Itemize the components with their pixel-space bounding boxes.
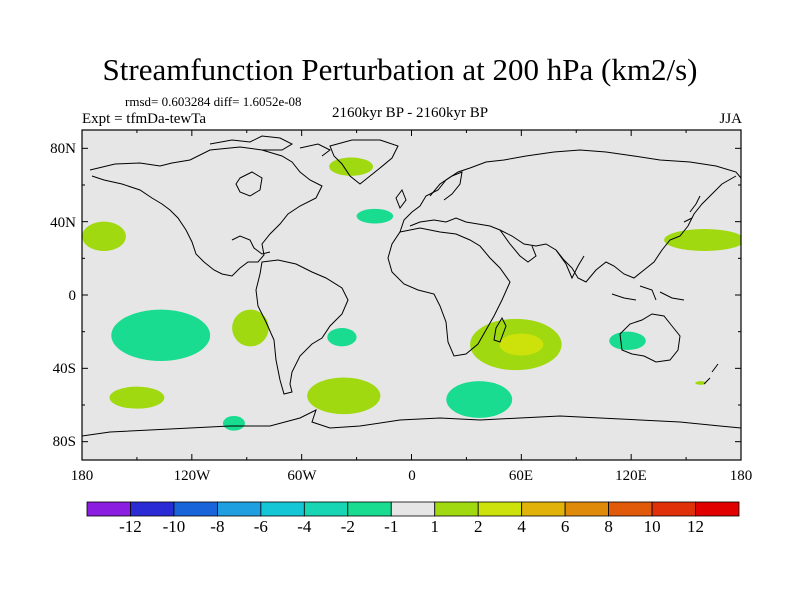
coast-scandinavia	[429, 171, 463, 201]
coast-east-asia	[409, 175, 737, 283]
anomaly-south-pacific-low	[109, 386, 165, 409]
colorbar-swatch	[521, 501, 566, 517]
colorbar-label: -12	[119, 517, 142, 536]
colorbar-swatch	[260, 501, 305, 517]
anomaly-antarctic-pacific	[222, 416, 245, 431]
lon-label-120w: 120W	[173, 468, 211, 484]
lon-label-0: 0	[408, 468, 416, 484]
colorbar-swatch	[434, 501, 479, 517]
season-label: JJA	[719, 111, 742, 127]
colorbar-label: 2	[473, 517, 483, 536]
lat-label-eq: 0	[68, 288, 77, 304]
coast-new-zealand	[703, 363, 719, 385]
colorbar-swatch	[173, 501, 218, 517]
colorbar-label: 4	[517, 517, 526, 536]
coast-madagascar	[493, 316, 507, 343]
anomaly-madagascar-core	[499, 333, 544, 356]
coast-south-america	[255, 259, 349, 395]
lon-label-60w: 60W	[287, 468, 317, 484]
anomaly-tasman	[695, 381, 707, 385]
colorbar-label: -4	[297, 517, 312, 536]
anomaly-layer	[82, 157, 741, 431]
anomaly-greenland	[329, 157, 374, 176]
anomaly-south-pacific	[111, 309, 211, 362]
anomaly-north-atlantic	[356, 208, 394, 224]
lon-label-180w: 180	[70, 468, 94, 484]
colorbar-swatch	[608, 501, 653, 517]
colorbar-swatch	[216, 501, 262, 517]
lat-label-40n: 40N	[50, 215, 76, 231]
coast-japan	[683, 195, 701, 223]
coast-africa	[387, 227, 511, 357]
coast-hudson-bay	[235, 171, 263, 197]
anomaly-south-america-west	[232, 309, 269, 347]
colorbar-label: 6	[560, 517, 570, 536]
colorbar-label: -8	[210, 517, 225, 536]
lat-label-80s: 80S	[52, 434, 76, 450]
coast-eurasia	[399, 149, 741, 233]
colorbar-label: -6	[253, 517, 268, 536]
anomaly-south-atlantic	[327, 328, 357, 347]
period-label: 2160kyr BP - 2160kyr BP	[331, 105, 489, 121]
colorbar-label: -2	[340, 517, 355, 536]
anomaly-north-pacific-west	[82, 221, 126, 251]
colorbar-swatch	[477, 501, 523, 517]
coast-antarctica	[82, 409, 741, 437]
colorbar-label: -1	[384, 517, 399, 536]
colorbar-label: 12	[687, 517, 705, 536]
experiment-label: Expt = tfmDa-tewTa	[82, 111, 207, 127]
coast-indonesia	[611, 285, 685, 301]
coast-uk	[395, 188, 407, 210]
anomaly-southern-ocean-west	[307, 377, 381, 415]
coast-greenland	[329, 139, 399, 185]
lat-label-80n: 80N	[50, 141, 76, 157]
colorbar-swatch	[347, 501, 392, 517]
colorbar-label: 10	[643, 517, 661, 536]
colorbar-label: 1	[430, 517, 439, 536]
coast-arctic-islands	[209, 135, 331, 157]
colorbar-swatch	[303, 501, 349, 517]
colorbar-label: 8	[604, 517, 613, 536]
lon-label-60e: 60E	[508, 468, 534, 484]
anomaly-north-pacific-east	[664, 229, 741, 251]
plot-title: Streamfunction Perturbation at 200 hPa (…	[102, 52, 698, 87]
lon-label-120e: 120E	[615, 468, 647, 484]
coast-north-america	[89, 146, 323, 277]
coast-australia	[619, 313, 681, 363]
axis-ticks	[81, 130, 742, 460]
colorbar-swatch	[130, 501, 175, 517]
anomaly-australia	[609, 331, 646, 351]
colorbar	[86, 501, 740, 517]
colorbar-label: -10	[162, 517, 186, 536]
lon-label-180e: 180	[729, 468, 753, 484]
lat-label-40s: 40S	[52, 361, 76, 377]
coast-india	[555, 249, 585, 280]
map-background	[82, 130, 741, 460]
colorbar-swatch	[390, 501, 436, 517]
rmsd-stats: rmsd= 0.603284 diff= 1.6052e-08	[125, 94, 302, 109]
colorbar-swatch	[695, 501, 740, 517]
anomaly-southern-ocean-east	[446, 381, 513, 418]
colorbar-swatch	[651, 501, 696, 517]
coast-arabia	[499, 229, 537, 263]
colorbar-swatch	[86, 501, 131, 517]
colorbar-swatch	[564, 501, 610, 517]
coastline-layer	[82, 135, 741, 437]
coast-gulf-mexico	[231, 235, 271, 255]
